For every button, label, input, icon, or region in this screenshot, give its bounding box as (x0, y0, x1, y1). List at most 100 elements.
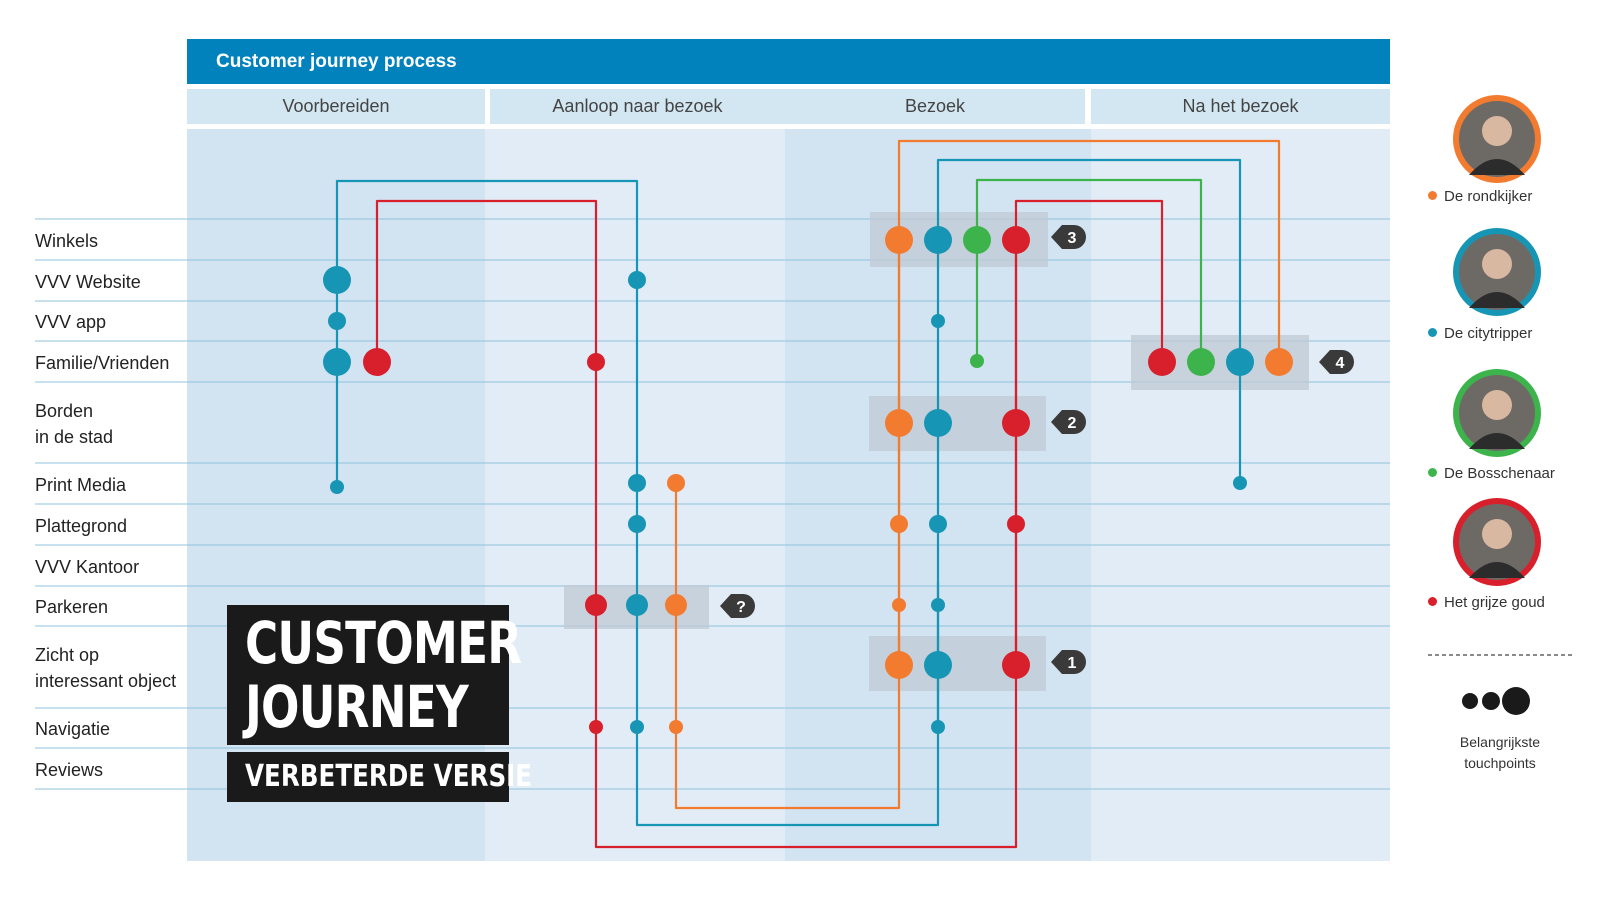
touchpoint-dot (626, 594, 648, 616)
title-line-2: JOURNEY (245, 673, 469, 741)
touchpoint-dot (1226, 348, 1254, 376)
legend-text: Belangrijkste touchpoints (1430, 732, 1570, 774)
legend-dot-small (1462, 693, 1478, 709)
touchpoint-dot (323, 266, 351, 294)
touchpoint-dot (1002, 226, 1030, 254)
badge-marker (1051, 225, 1086, 249)
subtitle-box: VERBETERDE VERSIE (227, 752, 532, 802)
phase-voorbereiden: Voorbereiden (187, 89, 485, 124)
legend-line-1: Belangrijkste (1459, 734, 1541, 750)
touchpoint-dot (963, 226, 991, 254)
touchpoint-dot (665, 594, 687, 616)
touchpoint-dot (628, 271, 646, 289)
badge-marker (1319, 350, 1354, 374)
badge-number: 4 (1336, 355, 1345, 372)
journey-path-bosschenaar (975, 178, 1203, 362)
legend-line-2: touchpoints (1464, 755, 1536, 771)
badge-number: 1 (1068, 655, 1077, 672)
touchpoint-dot (323, 348, 351, 376)
persona-head (1482, 519, 1512, 549)
journey-path-citytripper (936, 158, 1242, 483)
persona-name: De Bosschenaar (1444, 465, 1555, 482)
row-label-familie-vrienden: Familie/Vrienden (35, 353, 170, 373)
touchpoint-dot (363, 348, 391, 376)
row-label-parkeren: Parkeren (35, 597, 109, 617)
touchpoint-dot (924, 409, 952, 437)
persona-name: De citytripper (1444, 325, 1533, 342)
legend-dot-teal (1428, 328, 1437, 337)
touchpoint-dot (669, 720, 683, 734)
touchpoint-dot (1265, 348, 1293, 376)
persona-body (1469, 159, 1525, 175)
legend-dot-red (1428, 597, 1437, 606)
touchpoint-dot (667, 474, 685, 492)
touchpoint-dot (1002, 409, 1030, 437)
persona-body (1469, 433, 1525, 449)
touchpoint-dot (924, 226, 952, 254)
journey-path-grijze-goud (1014, 199, 1164, 362)
touchpoint-dot (1148, 348, 1176, 376)
persona-name: Het grijze goud (1444, 594, 1545, 611)
touchpoint-dot (1002, 651, 1030, 679)
subtitle-text: VERBETERDE VERSIE (245, 759, 533, 794)
journey-path-rondkijker (897, 139, 1281, 362)
row-label-reviews: Reviews (35, 760, 104, 780)
touchpoint-dot (890, 515, 908, 533)
persona-body (1469, 292, 1525, 308)
phase-na-het-bezoek: Na het bezoek (1091, 89, 1390, 124)
row-label-winkels: Winkels (35, 231, 99, 251)
row-label-vvv-kantoor: VVV Kantoor (35, 557, 140, 577)
header-title: Customer journey process (187, 39, 1390, 84)
badge-marker (720, 594, 755, 618)
persona-label-citytripper: De citytripper (1428, 325, 1532, 342)
title-line-1: CUSTOMER (245, 609, 522, 677)
persona-label-grijze-goud: Het grijze goud (1428, 594, 1545, 611)
touchpoint-dot (929, 515, 947, 533)
badge-number: ? (736, 599, 746, 616)
touchpoint-dot (328, 312, 346, 330)
row-label-print-media: Print Media (35, 475, 127, 495)
persona-body (1469, 562, 1525, 578)
persona-head (1482, 249, 1512, 279)
persona-head (1482, 390, 1512, 420)
touchpoint-dot (931, 720, 945, 734)
phase-aanloop: Aanloop naar bezoek (490, 89, 785, 124)
badge-marker (1051, 650, 1086, 674)
touchpoint-dot (630, 720, 644, 734)
touchpoint-dot (1007, 515, 1025, 533)
touchpoint-dot (628, 474, 646, 492)
title-box: CUSTOMER JOURNEY (227, 605, 522, 745)
phase-column-bg (485, 129, 785, 861)
legend-dot-large (1502, 687, 1530, 715)
badge-number: 3 (1068, 230, 1077, 247)
row-label-zicht-op-object: Zicht op interessant object (35, 645, 177, 691)
touchpoint-dot (970, 354, 984, 368)
touchpoint-dot (885, 226, 913, 254)
touchpoint-dot (931, 314, 945, 328)
badge-number: 2 (1068, 415, 1077, 432)
persona-label-bosschenaar: De Bosschenaar (1428, 465, 1555, 482)
touchpoint-dot (892, 598, 906, 612)
legend-dot-orange (1428, 191, 1437, 200)
touchpoint-dot (1187, 348, 1215, 376)
touchpoint-dot (885, 409, 913, 437)
touchpoint-dot (931, 598, 945, 612)
row-label-vvv-app: VVV app (35, 312, 107, 332)
touchpoint-dot (628, 515, 646, 533)
persona-head (1482, 116, 1512, 146)
row-label-vvv-website: VVV Website (35, 272, 141, 292)
badge-marker (1051, 410, 1086, 434)
touchpoint-dot (1233, 476, 1247, 490)
row-label-navigatie: Navigatie (35, 719, 111, 739)
touchpoint-dot (330, 480, 344, 494)
row-label-plattegrond: Plattegrond (35, 516, 128, 536)
touchpoint-dot (885, 651, 913, 679)
touchpoint-dot (585, 594, 607, 616)
touchpoint-dot (589, 720, 603, 734)
legend-dot-green (1428, 468, 1437, 477)
touchpoint-dot (587, 353, 605, 371)
journey-path-citytripper (335, 179, 940, 827)
row-label-borden: Borden in de stad (35, 401, 114, 447)
